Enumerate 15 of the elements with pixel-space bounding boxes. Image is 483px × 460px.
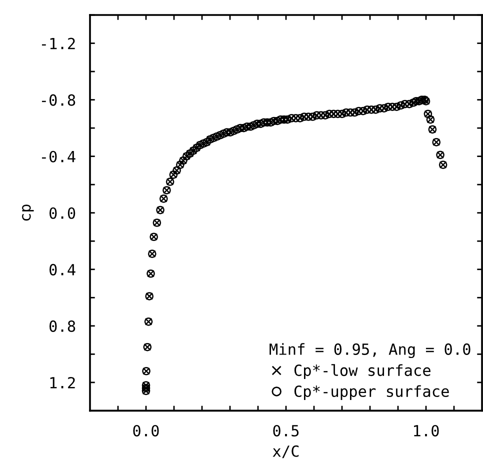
x-tick-label: 1.0 <box>414 424 439 436</box>
legend-title: Minf = 0.95, Ang = 0.0 <box>270 343 470 358</box>
legend-label: Cp*-upper surface <box>294 385 449 400</box>
x-tick-label: 0.0 <box>133 424 159 436</box>
x-axis-title: x/C <box>272 445 299 458</box>
y-tick-label: 0.0 <box>50 207 76 219</box>
y-tick-label: 0.8 <box>50 320 76 332</box>
y-tick-label: -1.2 <box>42 38 75 50</box>
legend-label: Cp*-low surface <box>294 364 430 380</box>
y-axis-title: cp <box>22 204 34 221</box>
y-tick-label: -0.8 <box>42 94 76 106</box>
y-tick-label: 1.2 <box>50 376 75 388</box>
x-tick-label: 0.5 <box>273 424 299 436</box>
y-tick-label: -0.4 <box>42 150 76 162</box>
y-tick-label: 0.4 <box>50 264 76 276</box>
